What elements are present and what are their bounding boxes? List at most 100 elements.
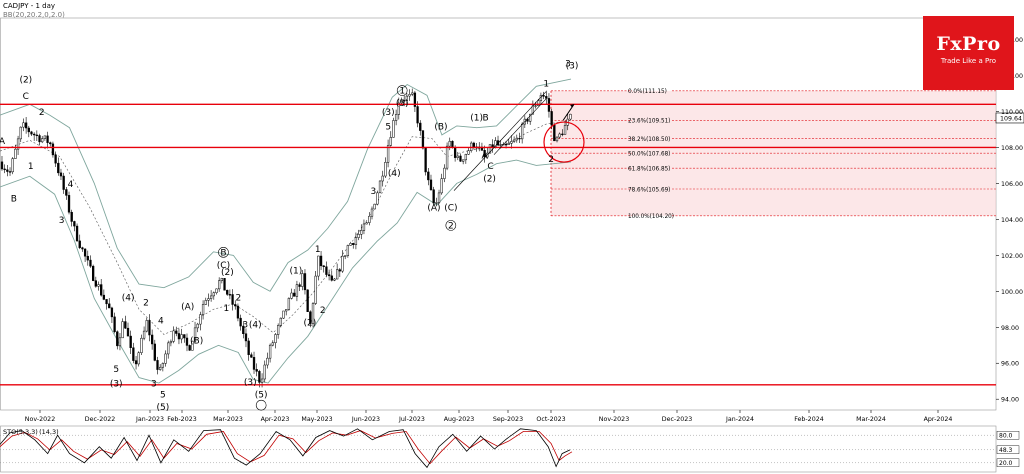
wave-label: 5 — [385, 122, 391, 132]
candle-body — [499, 144, 502, 146]
stoch-level-label: 48.3 — [999, 447, 1013, 454]
candle-body — [57, 162, 60, 174]
candle-body — [252, 357, 256, 370]
candle-body — [346, 245, 350, 256]
candle-body — [553, 124, 556, 142]
band-lower — [0, 159, 572, 384]
candle-body — [129, 335, 132, 348]
candles — [0, 88, 572, 388]
x-tick-label: Oct-2023 — [536, 416, 565, 423]
candle-body — [159, 366, 162, 370]
candle-body — [443, 167, 446, 179]
x-tick-label: Nov-2022 — [25, 416, 55, 423]
wave-label: (A) — [427, 203, 440, 213]
candle-body — [325, 266, 328, 275]
candle-body — [295, 284, 299, 297]
candle-body — [132, 347, 135, 361]
candle-body — [0, 161, 4, 170]
candle-body — [24, 122, 28, 129]
candle-body — [453, 147, 457, 158]
candle-body — [301, 273, 304, 287]
candle-body — [231, 294, 234, 305]
candle-body — [510, 141, 513, 144]
candle-body — [54, 154, 57, 164]
candle-body — [282, 310, 285, 319]
x-tick-label: Apr-2023 — [261, 416, 290, 423]
wave-label: 2 — [448, 221, 454, 231]
wave-label: (A) — [181, 302, 194, 312]
candle-body — [83, 248, 87, 257]
candle-body — [344, 255, 347, 257]
wave-label: 5 — [160, 390, 166, 400]
candle-body — [260, 378, 264, 383]
candle-body — [70, 211, 73, 222]
candle-body — [191, 340, 194, 351]
candle-body — [75, 225, 79, 242]
candle-body — [121, 321, 124, 339]
candle-body — [180, 334, 183, 340]
candle-body — [22, 122, 25, 128]
candle-body — [400, 100, 403, 104]
candle-body — [118, 337, 122, 347]
y-tick-label: 106.00 — [1001, 181, 1023, 188]
bollinger-bands — [0, 78, 572, 384]
fib-level-label: 100.0%(104.20) — [628, 214, 674, 220]
wave-label: 1 — [399, 87, 405, 97]
candle-body — [250, 354, 253, 358]
candle-body — [215, 288, 218, 294]
candle-body — [464, 154, 467, 161]
candle-body — [360, 230, 363, 235]
fib-level-label: 78.6%(105.69) — [628, 187, 670, 193]
candle-body — [3, 168, 6, 171]
fib-level-label: 61.8%(106.85) — [628, 166, 670, 172]
candle-body — [51, 143, 55, 156]
candle-body — [223, 278, 226, 291]
candle-body — [145, 320, 148, 332]
candle-body — [6, 169, 9, 172]
candle-body — [488, 144, 492, 154]
candle-body — [384, 162, 387, 177]
wave-label: 2 — [39, 108, 45, 118]
candle-body — [437, 192, 441, 203]
candle-body — [429, 179, 433, 190]
candle-body — [258, 371, 261, 383]
wave-label: (4) — [122, 293, 135, 303]
candle-body — [105, 299, 108, 305]
candle-body — [113, 316, 116, 332]
x-tick-label: Mar-2024 — [856, 416, 886, 423]
trend-line — [453, 91, 547, 191]
candle-body — [150, 334, 154, 345]
wave-label: (1) — [470, 113, 483, 123]
candle-body — [102, 294, 106, 300]
candle-body — [378, 180, 382, 194]
wave-label: (5) — [396, 99, 409, 109]
candle-body — [78, 240, 81, 248]
wave-label: 3 — [565, 60, 571, 70]
candle-body — [274, 334, 277, 344]
candle-body — [341, 255, 344, 272]
candle-body — [338, 269, 341, 272]
candle-body — [199, 314, 202, 325]
wave-label: (3) — [382, 108, 395, 118]
symbol-title: CADJPY - 1 day — [3, 2, 56, 10]
candle-body — [322, 265, 325, 267]
candle-body — [185, 337, 189, 346]
x-tick-label: Jan-2023 — [135, 416, 164, 423]
wave-label: 3 — [371, 187, 377, 197]
candle-body — [153, 343, 156, 361]
fibonacci-retracement: 0.0%(111.15) 23.6%(109.51) 38.2%(108.50) 50… — [550, 89, 996, 220]
candle-body — [290, 292, 293, 299]
wave-label: 2 — [143, 299, 149, 309]
wave-label: 1 — [315, 245, 321, 255]
candle-body — [397, 102, 400, 115]
wave-label: 3 — [59, 216, 65, 226]
candle-body — [333, 278, 336, 281]
candle-body — [228, 294, 232, 296]
candle-body — [411, 92, 414, 95]
candle-body — [456, 155, 459, 158]
candle-body — [352, 243, 355, 245]
candle-body — [459, 155, 462, 162]
wave-label: C — [487, 162, 493, 172]
stoch-level-tag — [996, 445, 1020, 454]
